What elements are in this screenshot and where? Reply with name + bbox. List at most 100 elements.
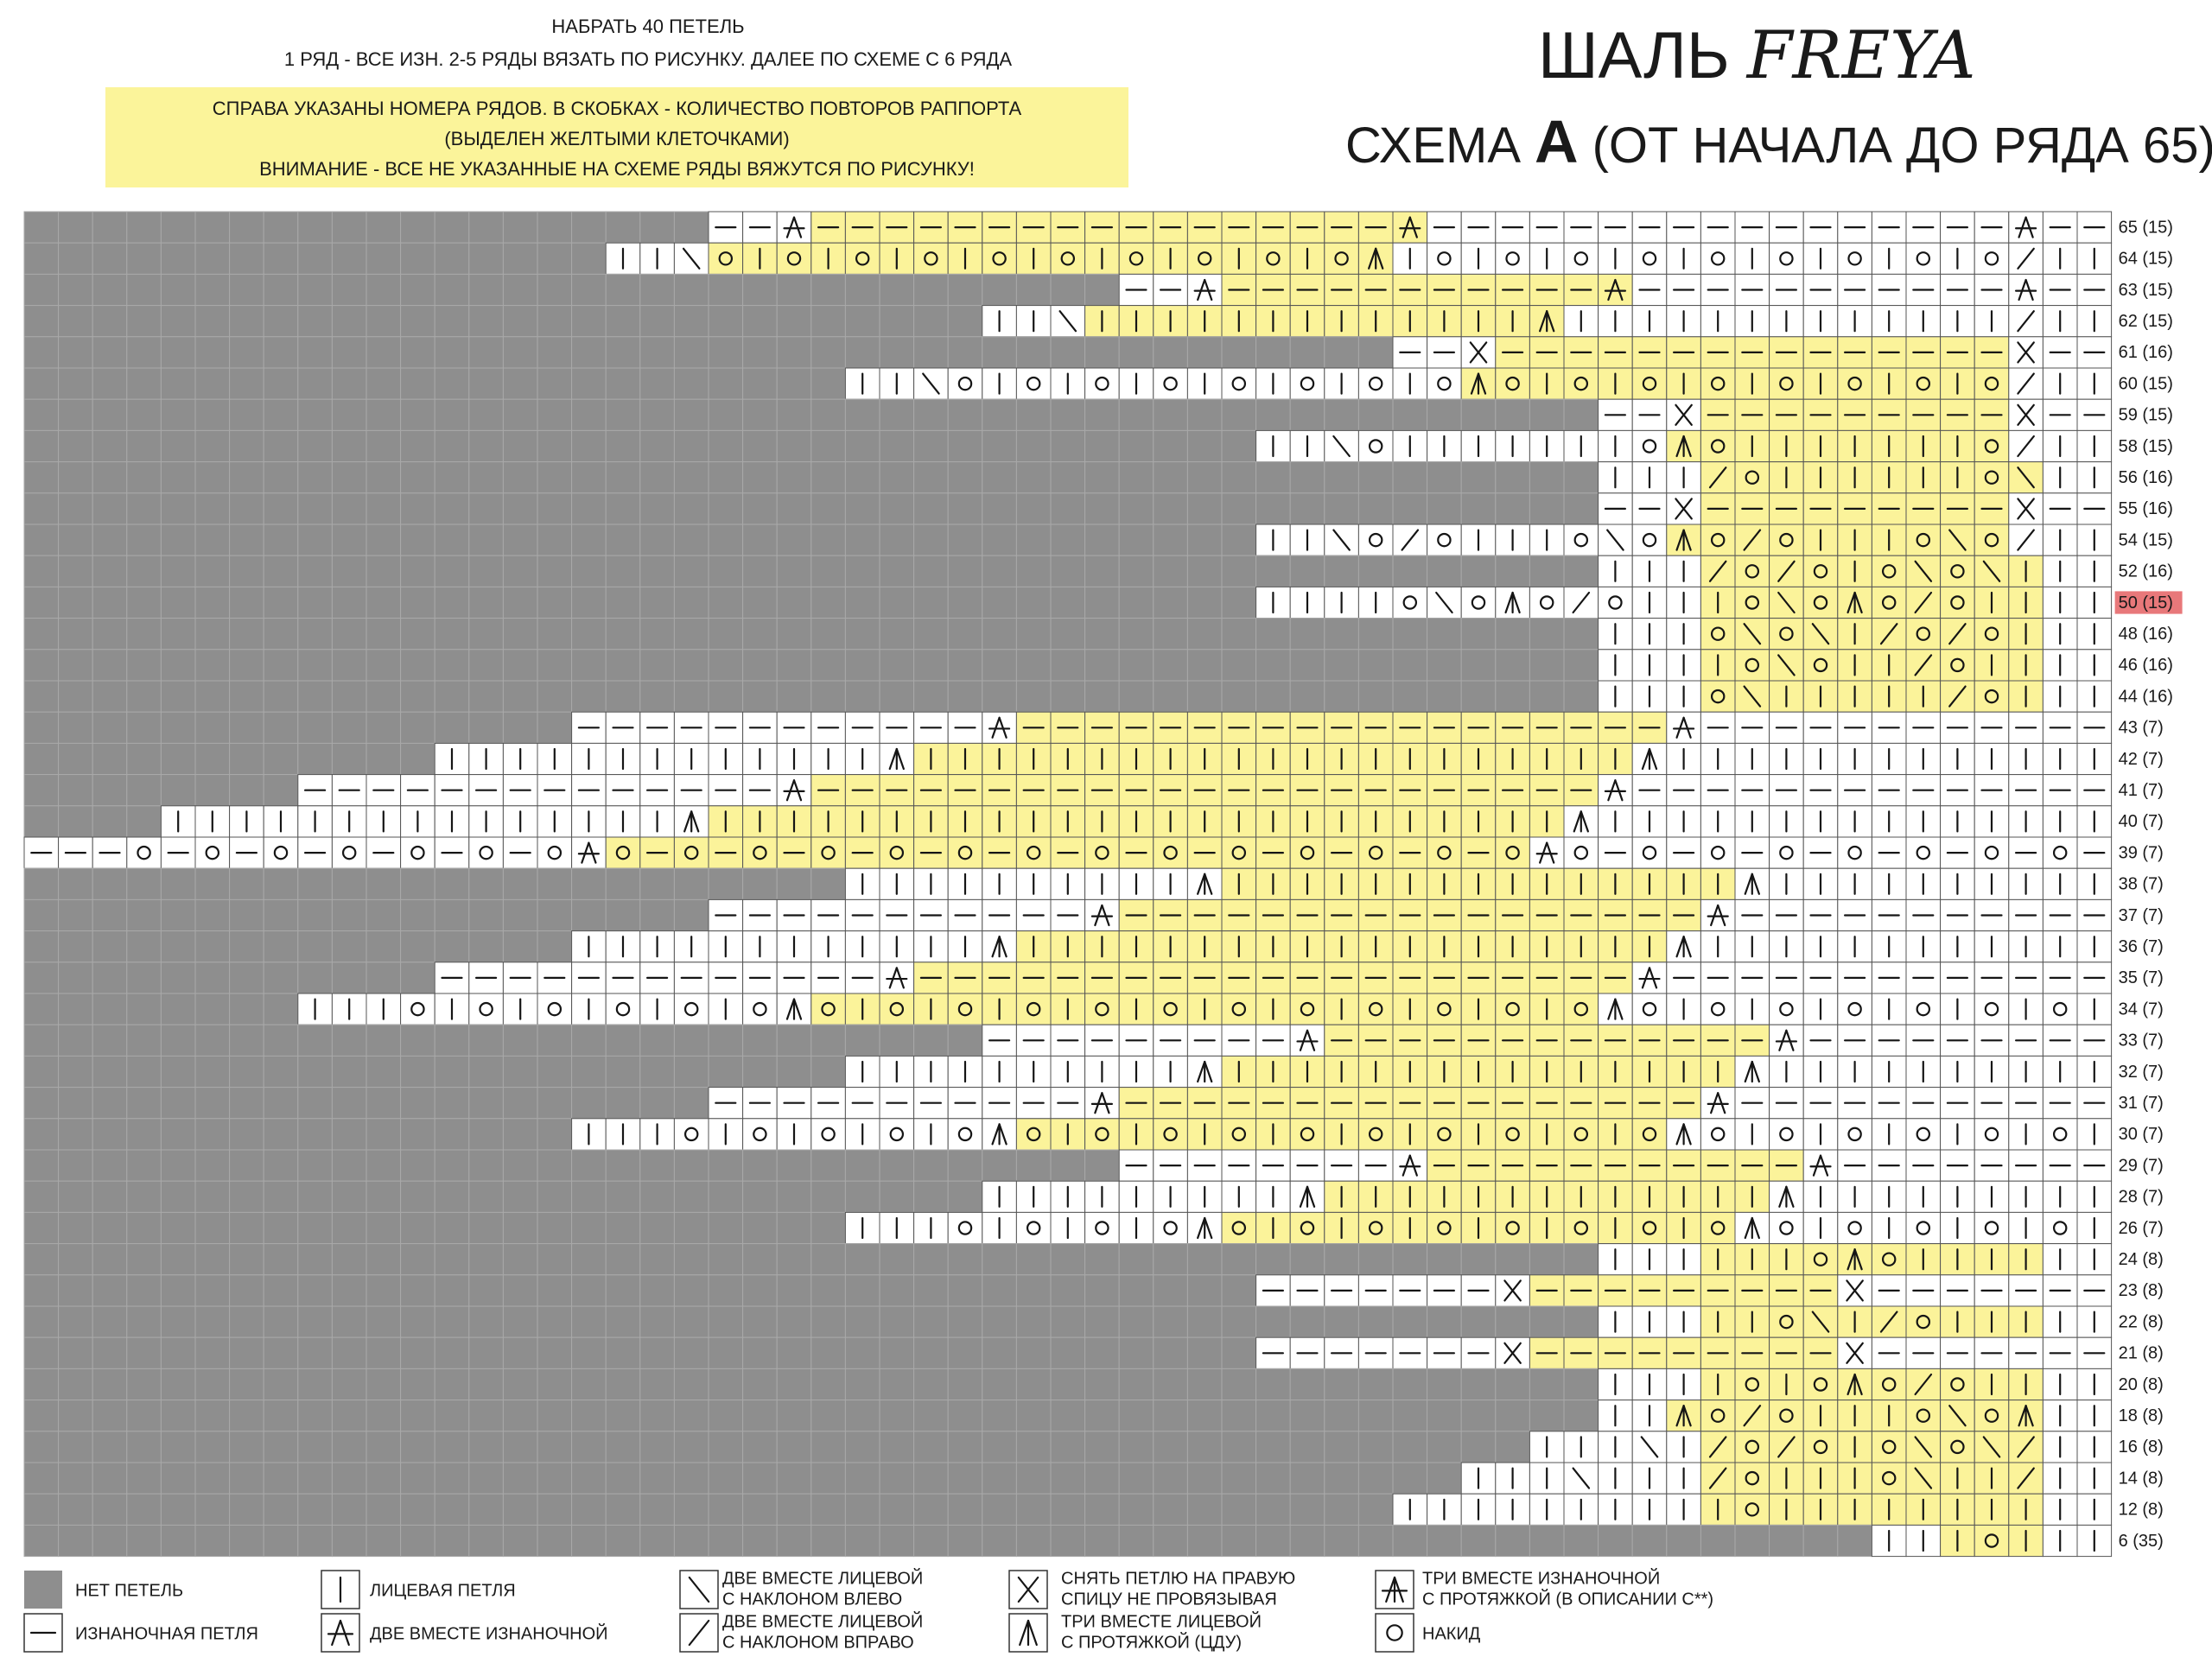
- empty-cell: [264, 743, 298, 774]
- stitch-cell: [1667, 712, 1701, 743]
- stitch-cell: [2077, 806, 2112, 837]
- stitch-cell: [1735, 493, 1770, 524]
- stitch-cell: [1427, 899, 1462, 930]
- stitch-cell: [1222, 962, 1256, 993]
- empty-cell: [264, 1150, 298, 1181]
- stitch-cell: [1941, 1181, 1975, 1212]
- cell-bg: [1700, 524, 1735, 555]
- row-label: 24 (8): [2119, 1250, 2164, 1269]
- empty-cell: [127, 555, 162, 587]
- stitch-cell: [1632, 212, 1667, 243]
- stitch-cell: [880, 1056, 914, 1087]
- stitch-cell: [1187, 1056, 1222, 1087]
- stitch-cell: [1803, 1150, 1838, 1181]
- stitch-cell: [1974, 775, 2009, 806]
- empty-cell: [811, 1275, 846, 1306]
- stitch-cell: [1872, 430, 1906, 461]
- empty-cell: [640, 1181, 675, 1212]
- empty-cell: [1085, 1244, 1120, 1275]
- empty-cell: [435, 1119, 469, 1150]
- chart-row: 20 (8): [24, 1368, 2164, 1400]
- stitch-cell: [1599, 1368, 1633, 1400]
- cell-bg: [1770, 993, 1804, 1025]
- stitch-cell: [1906, 868, 1941, 899]
- empty-cell: [92, 493, 127, 524]
- stitch-cell: [1770, 368, 1804, 399]
- empty-cell: [435, 430, 469, 461]
- empty-cell: [1154, 1244, 1188, 1275]
- stitch-cell: [1700, 368, 1735, 399]
- stitch-cell: [743, 899, 778, 930]
- empty-cell: [674, 555, 709, 587]
- stitch-cell: [2043, 337, 2077, 368]
- empty-cell: [1256, 1244, 1291, 1275]
- stitch-cell: [1325, 743, 1359, 774]
- empty-cell: [92, 306, 127, 337]
- stitch-cell: [982, 1025, 1017, 1056]
- empty-cell: [1154, 555, 1188, 587]
- cell-bg: [1803, 1244, 1838, 1275]
- empty-cell: [469, 650, 504, 681]
- stitch-cell: [1016, 212, 1051, 243]
- empty-cell: [1119, 587, 1154, 618]
- empty-cell: [401, 337, 435, 368]
- empty-cell: [572, 868, 607, 899]
- empty-cell: [674, 1056, 709, 1087]
- empty-cell: [59, 368, 93, 399]
- cell-bg: [1599, 274, 1633, 305]
- stitch-cell: [1256, 931, 1291, 962]
- empty-cell: [1085, 681, 1120, 712]
- cell-bg: [1700, 1212, 1735, 1243]
- note-line: (ВЫДЕЛЕН ЖЕЛТЫМИ КЛЕТОЧКАМИ): [444, 128, 789, 149]
- empty-cell: [127, 1181, 162, 1212]
- stitch-cell: [1427, 931, 1462, 962]
- stitch-cell: [1974, 743, 2009, 774]
- stitch-cell: [1667, 212, 1701, 243]
- empty-cell: [880, 1337, 914, 1368]
- row-label: 29 (7): [2119, 1156, 2164, 1175]
- empty-cell: [469, 1400, 504, 1431]
- stitch-cell: [1872, 868, 1906, 899]
- stitch-cell: [1119, 962, 1154, 993]
- empty-cell: [640, 274, 675, 305]
- stitch-cell: [2077, 274, 2112, 305]
- stitch-cell: [1496, 962, 1530, 993]
- stitch-cell: [1838, 837, 1872, 868]
- stitch-cell: [982, 993, 1017, 1025]
- stitch-cell: [1051, 306, 1085, 337]
- empty-cell: [366, 524, 401, 555]
- empty-cell: [127, 619, 162, 650]
- stitch-cell: [1941, 1275, 1975, 1306]
- stitch-cell: [1325, 1150, 1359, 1181]
- empty-cell: [469, 368, 504, 399]
- stitch-cell: [1974, 868, 2009, 899]
- stitch-cell: [2077, 337, 2112, 368]
- empty-cell: [743, 1400, 778, 1431]
- cell-bg: [1770, 368, 1804, 399]
- cell-bg: [1564, 837, 1599, 868]
- stitch-cell: [948, 212, 982, 243]
- stitch-cell: [2043, 806, 2077, 837]
- empty-cell: [24, 368, 59, 399]
- empty-cell: [298, 1306, 333, 1337]
- stitch-cell: [2043, 1275, 2077, 1306]
- empty-cell: [1119, 650, 1154, 681]
- stitch-cell: [1393, 1025, 1427, 1056]
- stitch-cell: [640, 806, 675, 837]
- empty-cell: [127, 430, 162, 461]
- empty-cell: [811, 306, 846, 337]
- cell-bg: [1564, 1119, 1599, 1150]
- empty-cell: [572, 1150, 607, 1181]
- stitch-cell: [1770, 1119, 1804, 1150]
- empty-cell: [537, 681, 572, 712]
- cell-bg: [743, 993, 778, 1025]
- stitch-cell: [1803, 337, 1838, 368]
- stitch-cell: [1427, 587, 1462, 618]
- empty-cell: [24, 1088, 59, 1119]
- stitch-cell: [1872, 1025, 1906, 1056]
- empty-cell: [401, 493, 435, 524]
- empty-cell: [674, 1244, 709, 1275]
- stitch-cell: [1632, 1368, 1667, 1400]
- cell-bg: [1187, 274, 1222, 305]
